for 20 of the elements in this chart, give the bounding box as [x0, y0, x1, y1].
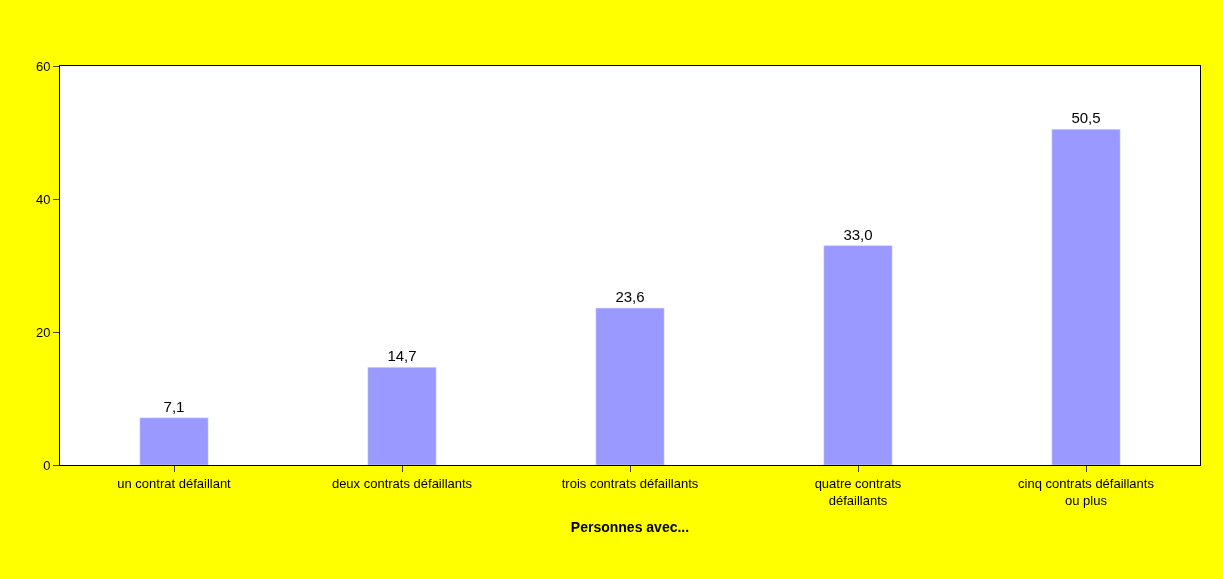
bar: [1051, 128, 1121, 465]
bar: [823, 245, 893, 465]
data-label: 14,7: [387, 347, 417, 365]
data-label: 7,1: [163, 397, 185, 415]
bar: [367, 367, 437, 465]
x-tick-label: quatre contrats défaillants: [814, 475, 902, 508]
y-tick-label: 0: [43, 457, 51, 473]
data-label: 23,6: [615, 288, 645, 306]
x-tick-label: deux contrats défaillants: [331, 475, 473, 491]
y-tick-label: 40: [35, 191, 51, 207]
bar: [139, 417, 209, 465]
bar: [595, 307, 665, 465]
y-tick-label: 60: [35, 58, 51, 74]
data-label: 50,5: [1071, 109, 1101, 127]
y-tick-label: 20: [35, 324, 51, 340]
x-tick-label: trois contrats défaillants: [561, 475, 699, 491]
data-label: 33,0: [843, 225, 873, 243]
x-tick-label: un contrat défaillant: [117, 475, 232, 491]
x-axis-title: Personnes avec...: [570, 518, 690, 535]
x-tick-label: cinq contrats défaillants ou plus: [1018, 475, 1155, 508]
